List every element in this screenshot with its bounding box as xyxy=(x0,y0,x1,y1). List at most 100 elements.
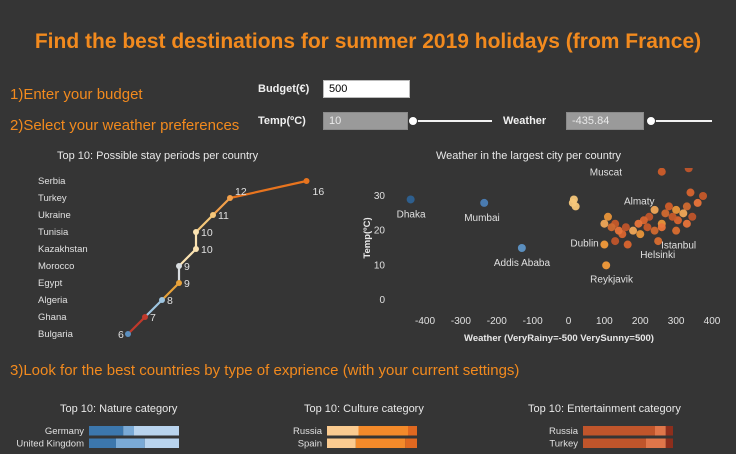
scatter-point xyxy=(600,219,609,228)
scatter-point xyxy=(688,212,697,221)
temp-input[interactable]: 10 xyxy=(323,112,408,130)
data-label: 9 xyxy=(184,261,190,273)
bar-segment xyxy=(327,426,359,436)
culture-chart-title: Top 10: Culture category xyxy=(304,403,424,415)
bar-segment xyxy=(134,426,179,436)
weather-label: Weather xyxy=(503,115,547,127)
city-label: Dhaka xyxy=(397,209,426,220)
bar-category-label: Germany xyxy=(45,426,84,437)
x-tick-label: -400 xyxy=(415,316,435,327)
scatter-point-labelled xyxy=(654,237,663,246)
scatter-point-labelled xyxy=(664,202,673,211)
scatter-point xyxy=(568,198,577,207)
scatter-point xyxy=(693,198,702,207)
data-point xyxy=(227,195,233,201)
data-point xyxy=(303,178,310,184)
weather-input[interactable]: -435.84 xyxy=(566,112,644,130)
scatter-point xyxy=(607,223,616,232)
y-tick-label: 0 xyxy=(379,295,385,306)
y-tick-label: 20 xyxy=(374,226,386,237)
bar-segment xyxy=(327,438,356,448)
x-tick-label: 200 xyxy=(632,316,649,327)
data-label: 9 xyxy=(184,278,190,290)
weather-slider[interactable] xyxy=(650,120,712,122)
city-label: Mumbai xyxy=(464,213,500,224)
city-label: Reykjavik xyxy=(590,274,634,285)
temp-slider[interactable] xyxy=(412,120,492,122)
bar-segment xyxy=(358,426,408,436)
nature-bar-chart: Germany United Kingdom xyxy=(16,426,179,450)
y-axis-title: Temp(ºC) xyxy=(362,217,373,258)
category-label: Bulgaria xyxy=(38,329,74,340)
step-category-heading: 3)Look for the best countries by type of… xyxy=(10,362,520,379)
data-point xyxy=(210,212,216,218)
data-label: 8 xyxy=(167,295,173,307)
scatter-point xyxy=(623,240,632,249)
weather-scatter-chart: -400 -300 -200 -100 0 100 200 300 4003020100Weat… xyxy=(362,168,721,344)
bar-segment xyxy=(405,438,417,448)
city-label: Dublin xyxy=(570,239,598,250)
scatter-point xyxy=(686,188,695,197)
bar-segment xyxy=(583,426,655,436)
bar-segment xyxy=(646,438,666,448)
line-segment xyxy=(127,316,146,335)
data-point xyxy=(176,280,182,286)
temp-slider-handle[interactable] xyxy=(408,116,418,126)
scatter-point xyxy=(650,205,659,214)
data-label: 10 xyxy=(201,244,213,256)
category-label: Serbia xyxy=(38,176,66,187)
y-tick-label: 30 xyxy=(374,191,386,202)
scatter-point xyxy=(699,192,708,200)
x-tick-label: -200 xyxy=(487,316,507,327)
data-label: 11 xyxy=(218,210,229,222)
step-weather-heading: 2)Select your weather preferences xyxy=(10,117,240,134)
x-axis-title: Weather (VeryRainy=-500 VerySunny=500) xyxy=(464,333,654,344)
scatter-point xyxy=(636,230,645,239)
line-segment xyxy=(195,214,214,233)
data-point xyxy=(193,229,199,235)
x-tick-label: 100 xyxy=(596,316,613,327)
scatter-point-labelled xyxy=(600,240,609,249)
entertainment-chart-title: Top 10: Entertainment category xyxy=(528,403,681,415)
scatter-point xyxy=(668,212,677,221)
category-label: Morocco xyxy=(38,261,74,272)
scatter-point xyxy=(682,202,691,211)
bar-category-label: Russia xyxy=(549,426,579,437)
nature-chart-title: Top 10: Nature category xyxy=(60,403,178,415)
stay-chart-title: Top 10: Possible stay periods per countr… xyxy=(57,150,259,162)
scatter-point xyxy=(621,223,630,232)
category-label: Turkey xyxy=(38,193,67,204)
scatter-point xyxy=(634,219,643,228)
scatter-point-labelled xyxy=(672,226,681,235)
budget-input[interactable]: 500 xyxy=(323,80,410,98)
bar-segment xyxy=(116,438,145,448)
culture-bar-chart: Russia Spain xyxy=(293,426,417,450)
scatter-point xyxy=(629,226,638,235)
entertainment-bar-chart: Russia Turkey xyxy=(549,426,673,450)
x-tick-label: 300 xyxy=(668,316,685,327)
data-point xyxy=(159,297,165,303)
weather-chart-title: Weather in the largest city per country xyxy=(436,150,622,162)
data-label: 6 xyxy=(118,329,124,341)
data-point xyxy=(125,331,131,337)
category-label: Ghana xyxy=(38,312,67,323)
line-segment xyxy=(144,299,163,318)
x-tick-label: 400 xyxy=(704,316,721,327)
bar-segment xyxy=(123,426,134,436)
data-point xyxy=(142,314,148,320)
category-label: Tunisia xyxy=(38,227,69,238)
category-label: Ukraine xyxy=(38,210,71,221)
data-label: 10 xyxy=(201,227,213,239)
step-budget-heading: 1)Enter your budget xyxy=(10,86,143,103)
stay-periods-chart: Serbia Turkey Ukraine Tunisia Kazakhstan Moro… xyxy=(38,176,324,341)
weather-slider-handle[interactable] xyxy=(646,116,656,126)
scatter-point xyxy=(682,219,691,228)
x-tick-label: -100 xyxy=(523,316,543,327)
scatter-point-labelled xyxy=(657,168,666,176)
city-label: Muscat xyxy=(590,168,622,179)
line-segment xyxy=(161,282,180,301)
bar-segment xyxy=(655,426,666,436)
line-segment xyxy=(229,179,307,200)
bar-category-label: Russia xyxy=(293,426,323,437)
scatter-point xyxy=(643,223,652,232)
